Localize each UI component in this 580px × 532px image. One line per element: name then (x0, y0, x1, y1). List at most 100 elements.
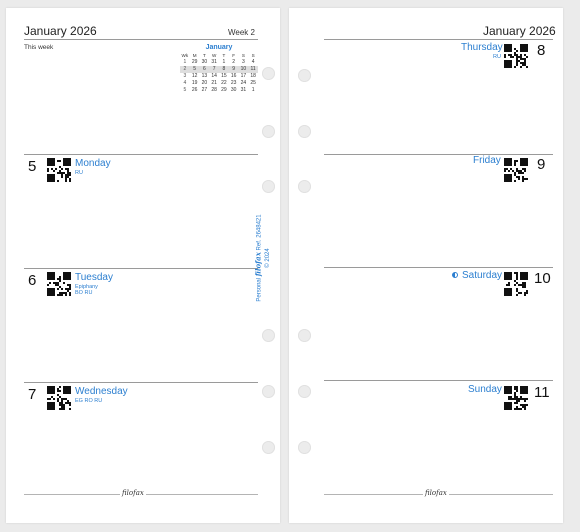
qr-code-icon (504, 44, 528, 68)
header-rule (324, 39, 553, 40)
imprint-copyright: © 2024 (265, 248, 271, 268)
right-diary-page: January 2026 Thursday RU 8 Friday 9 Satu… (289, 8, 563, 523)
mini-calendar-weekday-header: S (241, 53, 245, 58)
day-number-thursday: 8 (537, 42, 546, 59)
day-note-monday: RU (75, 170, 83, 176)
binder-hole (298, 180, 311, 193)
mini-calendar-day: 7 (212, 66, 216, 72)
binder-hole (298, 69, 311, 82)
imprint-brand: filofax (253, 252, 263, 277)
day-note-thursday: RU (493, 54, 501, 60)
mini-calendar-day: 17 (240, 73, 247, 79)
day-number-wednesday: 7 (28, 386, 37, 403)
mini-calendar-day: 28 (211, 87, 217, 93)
day-number-saturday: 10 (534, 270, 551, 287)
day-note-tuesday-holiday: Epiphany (75, 284, 98, 290)
day-name-sunday: Sunday (468, 384, 502, 395)
day-divider (24, 382, 258, 383)
mini-calendar-week-row: 5 26 27 28 29 30 31 1 (180, 87, 258, 94)
mini-calendar-day: 24 (240, 80, 247, 86)
day-name-saturday: Saturday (452, 270, 502, 281)
qr-code-icon (47, 158, 71, 182)
binder-hole (298, 329, 311, 342)
binder-hole (262, 125, 275, 138)
mini-calendar-day: 27 (201, 87, 208, 93)
mini-calendar-day: 3 (241, 59, 245, 65)
mini-calendar-day: 1 (251, 87, 255, 93)
first-quarter-moon-icon (452, 272, 458, 279)
day-name-wednesday: Wednesday (75, 386, 128, 397)
binder-hole (262, 385, 275, 398)
mini-calendar-week-number: 1 (183, 59, 187, 65)
mini-calendar-day: 15 (221, 73, 227, 79)
left-diary-page: January 2026 Week 2 This week January Wk… (6, 8, 280, 523)
mini-calendar-week-row: 3 12 13 14 15 16 17 18 (180, 73, 258, 80)
mini-calendar-body: 1 29 30 31 1 2 3 4 2 5 6 7 8 9 10 11 3 12 13 14 15 16 17 18 4 19 2… (180, 59, 258, 94)
imprint-size: Personal (256, 277, 263, 302)
day-divider (324, 267, 553, 268)
binder-hole (298, 385, 311, 398)
qr-code-icon (504, 386, 528, 410)
binder-hole (262, 180, 275, 193)
mini-calendar-week-row: 4 19 20 21 22 23 24 25 (180, 80, 258, 87)
mini-calendar-week-row: 2 5 6 7 8 9 10 11 (180, 66, 258, 73)
mini-calendar-day: 18 (250, 73, 256, 79)
day-name-tuesday: Tuesday (75, 272, 113, 283)
mini-calendar-day: 30 (230, 87, 237, 93)
mini-calendar-weekday-header: Wk (181, 53, 189, 58)
mini-calendar-week-number: 5 (183, 87, 187, 93)
mini-calendar-month: January (205, 44, 233, 51)
day-divider (324, 380, 553, 381)
mini-calendar-weekday-header: T (222, 53, 226, 58)
mini-calendar-day: 10 (240, 66, 247, 72)
page-title: January 2026 (24, 24, 97, 38)
qr-code-icon (504, 158, 528, 182)
day-number-monday: 5 (28, 158, 37, 175)
imprint-text: Personal filofax Ref. 2648421 (254, 178, 263, 338)
day-number-friday: 9 (537, 156, 546, 173)
mini-calendar-day: 31 (211, 59, 217, 65)
filofax-logo: filofax (120, 489, 146, 497)
filofax-logo: filofax (423, 489, 449, 497)
mini-calendar-day: 20 (201, 80, 208, 86)
mini-calendar-day: 8 (222, 66, 226, 72)
mini-calendar-weekday-header: M (192, 53, 197, 58)
mini-calendar-day: 14 (211, 73, 217, 79)
mini-calendar-day: 2 (232, 59, 236, 65)
mini-calendar-day: 9 (232, 66, 236, 72)
mini-calendar-day: 25 (250, 80, 256, 86)
day-note-wednesday: EG RO RU (75, 398, 103, 404)
mini-calendar-week-number: 4 (183, 80, 187, 86)
mini-calendar-day: 19 (191, 80, 198, 86)
header-rule (24, 39, 258, 40)
mini-calendar-day: 5 (193, 66, 197, 72)
mini-calendar-week-number: 2 (183, 66, 187, 72)
mini-calendar-day: 26 (191, 87, 198, 93)
mini-calendar-weekday-header: F (232, 53, 236, 58)
day-name-friday: Friday (473, 155, 501, 166)
mini-calendar-day: 29 (191, 59, 198, 65)
day-divider (24, 268, 258, 269)
week-number-label: Week 2 (228, 28, 255, 37)
binder-hole (298, 441, 311, 454)
mini-calendar-weekday-header: W (211, 53, 217, 58)
mini-calendar-day: 1 (222, 59, 226, 65)
day-number-tuesday: 6 (28, 272, 37, 289)
mini-calendar-day: 29 (221, 87, 227, 93)
binder-hole (298, 125, 311, 138)
mini-calendar-day: 21 (211, 80, 217, 86)
mini-calendar-day: 12 (191, 73, 198, 79)
qr-code-icon (47, 386, 71, 410)
mini-calendar: January Wk M T W T F S S 1 29 30 31 1 2 3 4 2 5 6 7 8 9 10 11 3… (180, 44, 258, 94)
mini-calendar-week-number: 3 (183, 73, 187, 79)
mini-calendar-day: 13 (201, 73, 208, 79)
qr-code-icon (47, 272, 71, 296)
mini-calendar-day: 31 (240, 87, 247, 93)
qr-code-icon (504, 272, 528, 296)
day-divider (324, 154, 553, 155)
binder-hole (262, 441, 275, 454)
mini-calendar-day: 16 (230, 73, 237, 79)
mini-calendar-day: 22 (221, 80, 227, 86)
page-title: January 2026 (483, 24, 556, 38)
mini-calendar-header: Wk M T W T F S S (180, 52, 258, 59)
